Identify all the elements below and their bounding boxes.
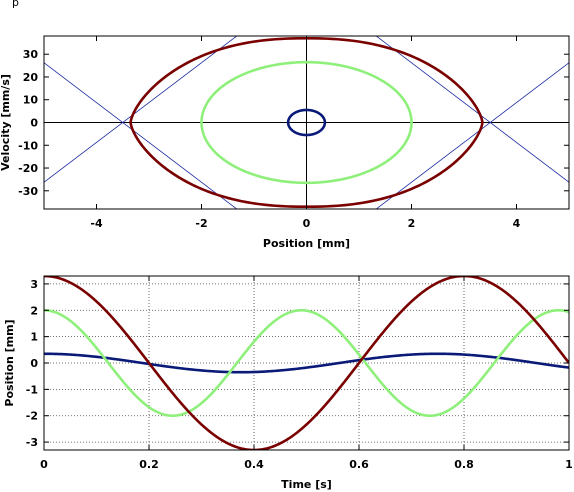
time-y-tick-label: -2 xyxy=(26,410,38,423)
time-y-tick-label: -1 xyxy=(26,383,38,396)
separatrix-line xyxy=(375,62,569,209)
phase-x-tick-label: -2 xyxy=(195,217,207,230)
phase-x-axis-label: Position [mm] xyxy=(263,237,350,250)
time-y-tick-label: 1 xyxy=(30,331,38,344)
time-x-axis-label: Time [s] xyxy=(281,478,332,491)
phase-y-tick-label: 30 xyxy=(23,48,39,61)
orbit-series-2 xyxy=(200,60,413,185)
phase-x-tick-label: 2 xyxy=(408,217,416,230)
time-y-tick-label: -3 xyxy=(26,436,38,449)
phase-y-tick-label: 0 xyxy=(30,117,38,130)
phase-y-tick-label: -30 xyxy=(18,185,38,198)
time-y-tick-label: 3 xyxy=(30,278,38,291)
time-y-axis-label: Position [mm] xyxy=(3,319,16,406)
phase-y-axis-label: Velocity [mm/s] xyxy=(0,74,12,171)
phase-plot-area xyxy=(44,36,569,209)
phase-x-tick-label: -4 xyxy=(90,217,103,230)
phase-y-tick-label: 10 xyxy=(23,94,39,107)
time-x-tick-label: 0.6 xyxy=(349,458,369,471)
header-fragment: p xyxy=(12,0,19,9)
time-series-1 xyxy=(44,352,569,374)
time-series-3 xyxy=(44,276,569,450)
time-series-2 xyxy=(44,308,569,418)
separatrix-line xyxy=(44,62,238,209)
separatrix-line xyxy=(375,36,569,183)
phase-x-tick-label: 4 xyxy=(513,217,521,230)
time-x-tick-label: 0.8 xyxy=(454,458,474,471)
time-x-tick-label: 0 xyxy=(40,458,48,471)
phase-x-tick-label: 0 xyxy=(303,217,311,230)
orbit-series-1 xyxy=(286,108,327,137)
separatrix-line xyxy=(44,36,238,183)
phase-y-tick-label: 20 xyxy=(23,71,39,84)
time-x-tick-label: 0.4 xyxy=(244,458,264,471)
time-x-tick-label: 0.2 xyxy=(139,458,159,471)
time-x-tick-label: 1 xyxy=(565,458,573,471)
time-plot-area xyxy=(44,276,569,450)
orbit-series-3 xyxy=(129,36,484,209)
phase-y-tick-label: -10 xyxy=(18,139,38,152)
time-y-tick-label: 0 xyxy=(30,357,38,370)
time-series-chart: 0 0.2 0.4 0.6 0.8 1 -3 -2 -1 0 1 2 3 Time [s] Position… xyxy=(3,275,573,491)
phase-y-tick-label: -20 xyxy=(18,162,38,175)
time-y-tick-label: 2 xyxy=(30,304,38,317)
